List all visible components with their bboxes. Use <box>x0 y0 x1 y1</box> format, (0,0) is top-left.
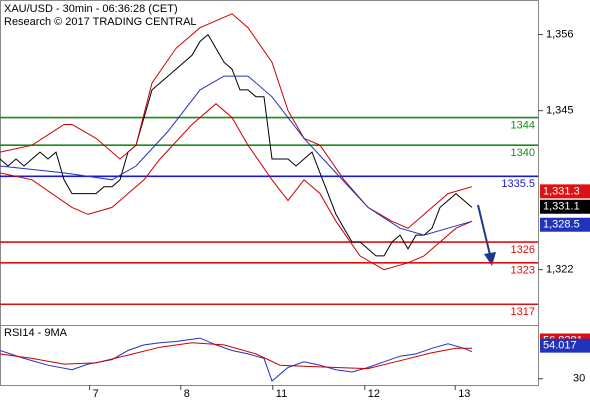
price-line <box>0 33 473 257</box>
x-tick-label: 8 <box>184 388 190 400</box>
x-tick-label: 12 <box>368 388 380 400</box>
chart-title: XAU/USD - 30min - 06:36:28 (CET) <box>4 3 178 15</box>
price-label: 1,331.3 <box>543 185 580 197</box>
x-tick-label: 11 <box>276 388 287 400</box>
chart-subtitle: Research © 2017 TRADING CENTRAL <box>4 16 197 28</box>
price-label: 1,328.5 <box>543 219 580 231</box>
price-label: 1,331.1 <box>543 201 580 213</box>
y-tick-label: 1,356 <box>546 28 574 40</box>
price-label-box <box>540 217 590 232</box>
rsi-label-box <box>540 338 590 353</box>
level-label: 1323 <box>511 265 535 277</box>
level-label: 1317 <box>511 306 535 318</box>
y-tick-label: 1,345 <box>546 105 574 117</box>
price-label-box <box>540 199 590 214</box>
level-label: 1326 <box>511 244 535 256</box>
level-label: 1340 <box>511 147 535 159</box>
price-label-box <box>540 184 590 199</box>
level-label: 1344 <box>511 119 535 131</box>
rsi-label: 54.017 <box>543 340 577 352</box>
price-line <box>0 13 473 229</box>
rsi-line <box>0 342 472 370</box>
price-line <box>0 103 473 271</box>
x-tick-label: 13 <box>458 388 470 400</box>
rsi-title: RSI14 - 9MA <box>4 327 68 339</box>
rsi-tick-label: 30 <box>573 373 585 385</box>
y-tick-label: 1,322 <box>546 264 574 276</box>
forecast-arrow <box>477 204 491 256</box>
x-tick-label: 7 <box>93 388 99 400</box>
level-label: 1335.5 <box>501 178 535 190</box>
price-line <box>0 75 473 236</box>
